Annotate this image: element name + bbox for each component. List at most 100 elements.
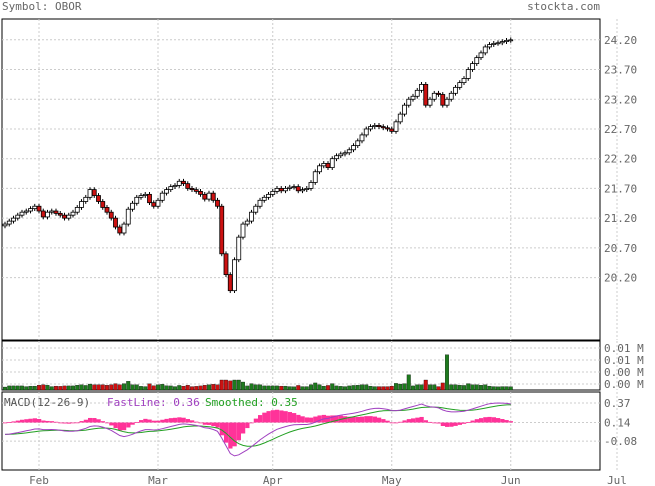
volume-bar (177, 385, 182, 391)
volume-bar (245, 385, 250, 391)
price-tick-label: 21.20 (604, 212, 637, 225)
candle-body (87, 189, 93, 198)
macd-histogram-bar (224, 422, 229, 443)
candle-body (470, 63, 475, 70)
candle-body (295, 186, 301, 192)
volume-bar (75, 385, 80, 391)
volume-bar (304, 386, 309, 391)
volume-bar (28, 385, 33, 391)
candle-body (372, 125, 378, 127)
volume-bar (241, 381, 245, 391)
candle-body (351, 145, 356, 151)
macd-histogram-bar (368, 416, 373, 423)
macd-histogram-bar (198, 422, 203, 424)
volume-bar (279, 385, 284, 391)
candle-body (176, 180, 182, 186)
candle-body (215, 199, 220, 207)
macd-histogram-bar (279, 410, 284, 423)
candle-body (427, 98, 433, 106)
macd-histogram-bar (168, 418, 173, 423)
macd-histogram-bar (75, 422, 80, 424)
volume-bar (66, 385, 71, 391)
volume-bar (334, 385, 339, 391)
macd-histogram-bar (394, 422, 399, 424)
candle-body (478, 52, 484, 59)
volume-bar (368, 385, 373, 391)
macd-histogram-bar (143, 418, 148, 423)
candle-body (66, 214, 72, 219)
macd-histogram-bar (79, 421, 84, 423)
macd-histogram-bar (351, 416, 356, 423)
volume-bar (7, 385, 12, 391)
volume-bar (236, 379, 241, 391)
candle-body (257, 199, 263, 207)
volume-bar (504, 386, 509, 391)
smoothed-line (4, 404, 511, 447)
volume-bar (466, 383, 471, 391)
volume-bar (224, 379, 228, 391)
candle-body (172, 185, 178, 188)
macd-histogram-bar (109, 422, 114, 426)
volume-bar (496, 386, 500, 391)
volume-bar (41, 384, 46, 391)
macd-histogram-bar (151, 420, 156, 423)
volume-bar (11, 385, 16, 391)
price-tick-label: 20.70 (604, 242, 637, 255)
macd-histogram-bar (304, 417, 309, 423)
volume-bar (190, 386, 194, 391)
volume-bar (275, 385, 279, 391)
macd-histogram-bar (428, 421, 433, 423)
volume-bar (88, 383, 92, 391)
macd-histogram-bar (479, 418, 484, 423)
volume-bar (398, 383, 403, 391)
volume-tick-label: 0.00 M (604, 366, 644, 379)
volume-bar (423, 379, 428, 391)
volume-bar (232, 379, 237, 391)
candle-body (334, 155, 339, 160)
macd-histogram-bar (185, 419, 190, 423)
macd-histogram-bar (177, 417, 182, 423)
candle-body (6, 220, 12, 225)
candle-body (376, 125, 382, 127)
volume-bar (168, 385, 173, 391)
candle-body (32, 205, 38, 210)
macd-panel (1, 391, 601, 471)
volume-bar (147, 383, 152, 391)
macd-histogram-bar (287, 412, 292, 423)
macd-histogram-bar (156, 420, 161, 423)
macd-histogram-bar (100, 421, 105, 423)
candle-body (168, 186, 174, 191)
candle-body (457, 82, 463, 88)
macd-histogram-bar (347, 416, 352, 423)
x-tick-label: Jun (501, 474, 521, 486)
volume-bar (100, 384, 105, 391)
candle-body (465, 69, 471, 79)
macd-histogram-bar (49, 421, 54, 423)
candle-body (342, 152, 348, 155)
candle-body (227, 274, 233, 292)
macd-histogram-bar (423, 420, 428, 423)
macd-histogram-bar (457, 422, 462, 425)
macd-histogram-bar (466, 422, 471, 423)
volume-bar (296, 385, 301, 391)
macd-histogram-bar (300, 416, 305, 423)
macd-histogram-bar (317, 415, 322, 423)
candle-body (23, 210, 29, 213)
macd-histogram-bar (372, 416, 377, 423)
volume-bar (453, 384, 458, 391)
macd-histogram-bar (432, 422, 437, 424)
macd-histogram-bar (241, 422, 246, 434)
volume-bar (491, 386, 496, 391)
volume-bar (462, 385, 466, 391)
macd-histogram-bar (45, 420, 50, 423)
x-tick-label: Feb (29, 474, 49, 486)
candle-body (436, 92, 441, 95)
candle-body (474, 57, 480, 64)
volume-bar (62, 385, 67, 391)
candle-body (419, 83, 424, 91)
volume-bar (508, 386, 513, 391)
candle-body (499, 41, 505, 44)
volume-bar (347, 385, 352, 391)
candle-body (36, 205, 42, 212)
